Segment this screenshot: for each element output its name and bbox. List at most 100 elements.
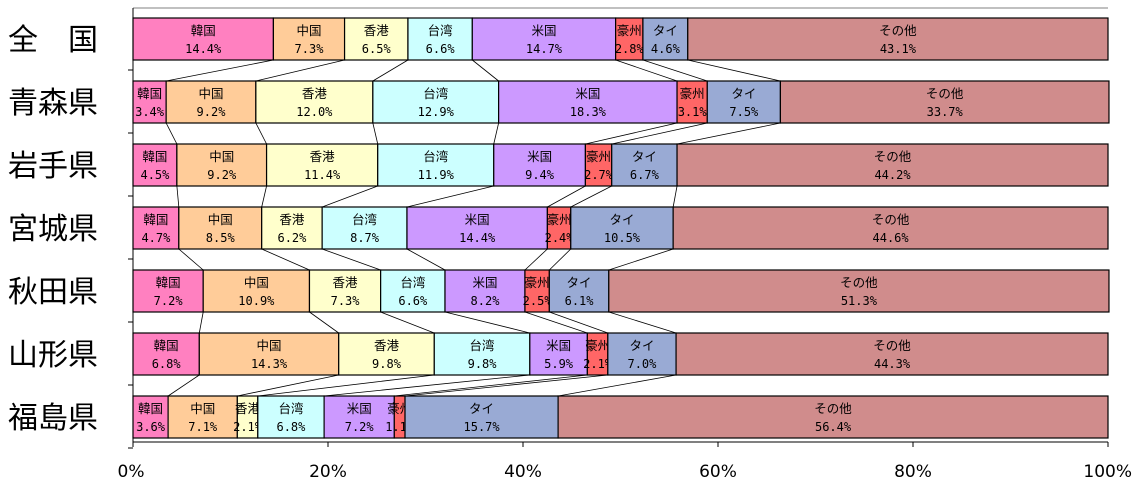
series-line bbox=[165, 122, 178, 145]
segment-series-label: 米国 bbox=[527, 149, 552, 164]
data-label: 43.1% bbox=[880, 42, 917, 56]
data-label: 3.6% bbox=[136, 420, 166, 434]
bar-segment bbox=[176, 143, 268, 187]
series-line bbox=[615, 59, 678, 82]
series-line bbox=[166, 59, 274, 82]
data-label: 6.2% bbox=[277, 231, 307, 245]
segment-series-label: 韓国 bbox=[138, 401, 163, 416]
bar-segment bbox=[132, 17, 274, 61]
category-label: 全 国 bbox=[8, 23, 98, 58]
data-label: 6.6% bbox=[398, 294, 428, 308]
series-line bbox=[324, 374, 530, 397]
series-line bbox=[372, 59, 409, 82]
series-line bbox=[549, 311, 608, 334]
series-line bbox=[493, 122, 500, 145]
series-line bbox=[322, 185, 378, 208]
data-label: 7.2% bbox=[345, 420, 375, 434]
bar-segment bbox=[675, 332, 1109, 376]
data-label: 4.5% bbox=[140, 168, 170, 182]
segment-series-label: 台湾 bbox=[278, 401, 303, 416]
bar-segment bbox=[584, 143, 613, 187]
series-line bbox=[322, 248, 381, 271]
data-label: 6.1% bbox=[565, 294, 595, 308]
bar-segment bbox=[433, 332, 531, 376]
series-line bbox=[444, 311, 530, 334]
data-label: 2.7% bbox=[584, 168, 614, 182]
bar-segment bbox=[615, 17, 644, 61]
bar-segment bbox=[672, 206, 1109, 250]
series-line bbox=[524, 248, 548, 271]
data-label: 9.2% bbox=[207, 168, 237, 182]
data-label: 9.2% bbox=[197, 105, 227, 119]
bar-segment bbox=[132, 206, 180, 250]
bar-segment bbox=[321, 206, 408, 250]
data-label: 7.3% bbox=[295, 42, 325, 56]
bar-segment bbox=[338, 332, 435, 376]
segment-series-label: タイ bbox=[567, 275, 592, 290]
bar-segment bbox=[471, 17, 617, 61]
data-label: 8.7% bbox=[350, 231, 380, 245]
data-label: 44.2% bbox=[874, 168, 911, 182]
data-label: 2.8% bbox=[615, 42, 645, 56]
data-label: 7.5% bbox=[729, 105, 759, 119]
series-line bbox=[472, 59, 499, 82]
series-line bbox=[255, 59, 345, 82]
series-line bbox=[257, 374, 435, 397]
data-label: 7.0% bbox=[627, 357, 657, 371]
data-label: 6.8% bbox=[152, 357, 182, 371]
bar-segment bbox=[642, 17, 689, 61]
series-line bbox=[570, 185, 612, 208]
bar-segment bbox=[165, 80, 257, 124]
bar-segment bbox=[272, 17, 346, 61]
segment-series-label: 米国 bbox=[472, 275, 497, 290]
data-label: 51.3% bbox=[841, 294, 878, 308]
bar-segment bbox=[377, 143, 495, 187]
bar-segment bbox=[687, 17, 1109, 61]
bar-segment bbox=[132, 143, 178, 187]
data-label: 44.6% bbox=[873, 231, 910, 245]
bar-segment bbox=[255, 80, 374, 124]
bar-segment bbox=[323, 395, 395, 439]
segment-series-label: 米国 bbox=[546, 338, 571, 353]
x-tick-label: 60% bbox=[699, 462, 737, 482]
data-label: 3.1% bbox=[678, 105, 708, 119]
series-line bbox=[406, 248, 446, 271]
series-line bbox=[611, 122, 708, 145]
data-label: 7.1% bbox=[188, 420, 218, 434]
segment-series-label: 豪州 bbox=[585, 338, 610, 353]
series-line bbox=[642, 59, 708, 82]
segment-series-label: 香港 bbox=[302, 86, 328, 101]
data-label: 6.8% bbox=[276, 420, 306, 434]
bar-segment bbox=[380, 269, 446, 313]
bar-segment bbox=[548, 269, 610, 313]
segment-series-label: 米国 bbox=[575, 86, 600, 101]
data-label: 9.8% bbox=[468, 357, 498, 371]
series-line bbox=[547, 185, 586, 208]
category-label: 岩手県 bbox=[8, 149, 98, 184]
segment-series-label: 豪州 bbox=[547, 212, 572, 227]
series-line bbox=[524, 311, 588, 334]
data-label: 2.5% bbox=[523, 294, 553, 308]
category-label: 青森県 bbox=[8, 86, 98, 121]
bar-segment bbox=[132, 332, 200, 376]
x-tick-label: 100% bbox=[1083, 462, 1132, 482]
bar-segment bbox=[261, 206, 323, 250]
data-label: 12.9% bbox=[418, 105, 455, 119]
series-line bbox=[167, 374, 200, 397]
segment-series-label: その他 bbox=[814, 401, 852, 416]
segment-series-label: 台湾 bbox=[423, 86, 448, 101]
segment-series-label: 韓国 bbox=[156, 275, 181, 290]
x-tick-label: 80% bbox=[894, 462, 932, 482]
category-label: 宮城県 bbox=[8, 212, 98, 247]
segment-series-label: 豪州 bbox=[586, 149, 611, 164]
bar-segment bbox=[132, 395, 169, 439]
segment-series-label: 中国 bbox=[296, 23, 321, 38]
data-label: 2.1% bbox=[233, 420, 263, 434]
data-label: 2.4% bbox=[545, 231, 575, 245]
bar-segment bbox=[406, 206, 548, 250]
data-label: 15.7% bbox=[464, 420, 501, 434]
bar-segment bbox=[132, 80, 167, 124]
data-label: 6.5% bbox=[362, 42, 392, 56]
segment-series-label: 香港 bbox=[333, 275, 359, 290]
bar-segment bbox=[676, 80, 708, 124]
